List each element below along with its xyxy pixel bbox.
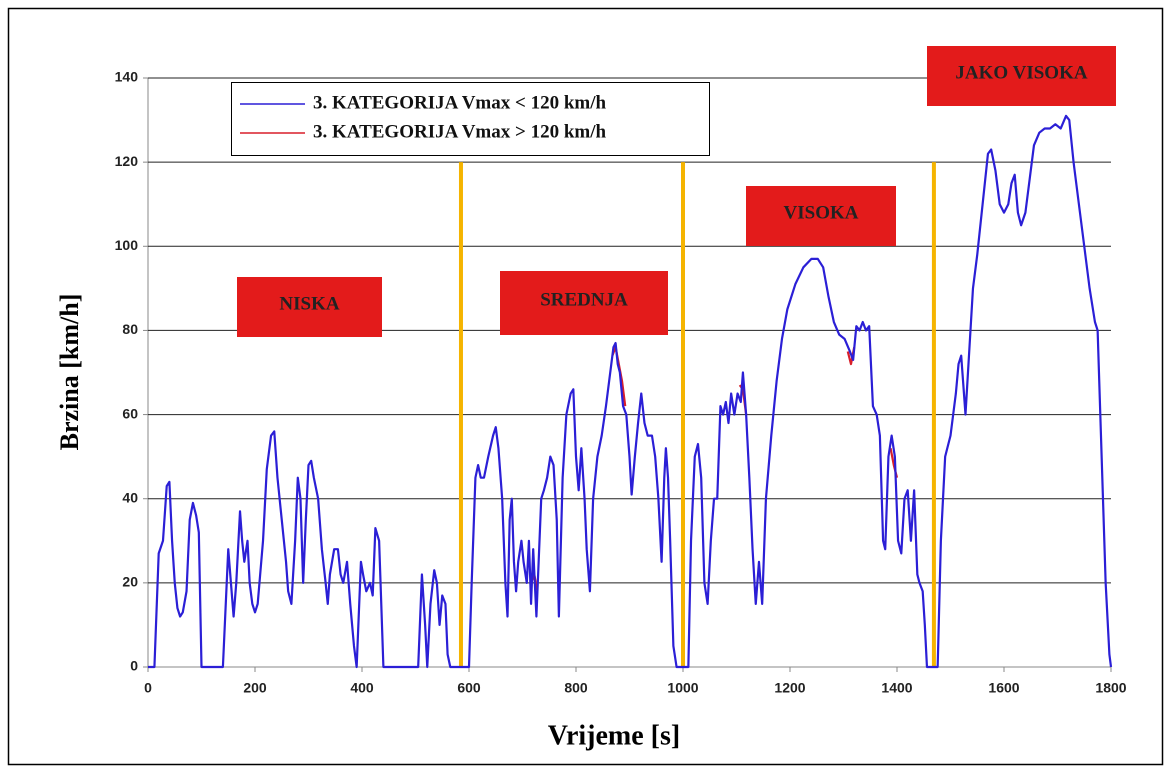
x-tick-label: 200	[243, 680, 267, 696]
series-line	[148, 114, 1113, 669]
y-tick-label: 0	[130, 658, 138, 674]
frame	[7, 7, 1164, 766]
x-axis-label: Vrijeme [s]	[548, 720, 680, 751]
x-tick-label: 1600	[988, 680, 1019, 696]
y-tick-label: 80	[122, 321, 138, 337]
annotation-label: SREDNJA	[540, 289, 628, 310]
legend-label: 3. KATEGORIJA Vmax > 120 km/h	[313, 121, 606, 142]
y-tick-label: 100	[115, 237, 139, 253]
annotation-label: VISOKA	[784, 202, 859, 223]
y-tick-label: 40	[122, 489, 138, 505]
x-tick-label: 0	[144, 680, 152, 696]
annotation-label: NISKA	[279, 293, 339, 314]
legend-label: 3. KATEGORIJA Vmax < 120 km/h	[313, 92, 606, 113]
phase-layer	[458, 162, 936, 667]
annotation-box	[746, 186, 896, 246]
annotation-box	[500, 271, 668, 335]
x-tick-label: 600	[457, 680, 481, 696]
x-tick-label: 1000	[667, 680, 698, 696]
grid-layer	[143, 77, 1112, 672]
annotation-layer: NISKA SREDNJA VISOKA JAKO VISOKA	[237, 46, 1116, 337]
y-tick-label: 60	[122, 405, 138, 421]
y-tick-label: 120	[115, 153, 139, 169]
line-layer	[148, 114, 1113, 669]
x-tick-label: 1200	[774, 680, 805, 696]
y-tick-label: 20	[122, 574, 138, 590]
annotation-box	[927, 46, 1116, 106]
legend-box	[231, 82, 710, 156]
annotation-box	[237, 277, 382, 337]
x-tick-label: 800	[564, 680, 588, 696]
y-tick-label: 140	[115, 69, 139, 85]
x-tick-label: 1800	[1095, 680, 1126, 696]
x-tick-label: 400	[350, 680, 374, 696]
y-axis-label: Brzina [km/h]	[55, 294, 84, 451]
x-tick-label: 1400	[881, 680, 912, 696]
legend: 3. KATEGORIJA Vmax < 120 km/h 3. KATEGORI…	[231, 82, 710, 156]
annotation-label: JAKO VISOKA	[955, 62, 1087, 83]
